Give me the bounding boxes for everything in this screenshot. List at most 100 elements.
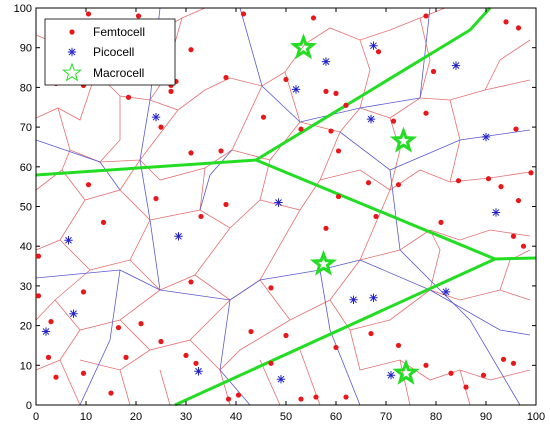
y-tick-label: 0 xyxy=(26,400,32,412)
femtocell-point xyxy=(333,344,339,351)
femtocell-point xyxy=(218,148,224,154)
legend-femtocell-dot xyxy=(69,29,75,35)
legend-label-femtocell: Femtocell xyxy=(93,25,145,39)
picocell-point xyxy=(41,327,51,336)
y-tick-label: 100 xyxy=(14,3,32,15)
femtocell-point xyxy=(240,11,247,17)
picocell-point xyxy=(194,367,203,376)
femtocell-point xyxy=(343,102,349,108)
femtocell-point xyxy=(510,360,517,366)
y-tick-label: 90 xyxy=(20,43,32,55)
picocell-point xyxy=(276,374,286,384)
picocell-point xyxy=(369,293,378,303)
y-tick-label: 70 xyxy=(20,122,32,134)
femtocell-point xyxy=(248,328,254,335)
picocell-point xyxy=(366,114,376,124)
picocell-point xyxy=(174,232,183,241)
femtocell-point xyxy=(193,360,199,366)
femtocell-point xyxy=(268,285,274,291)
x-axis: 0 10 20 30 40 50 60 70 80 90 100 xyxy=(33,8,545,423)
x-tick-label: 70 xyxy=(380,411,392,423)
femtocell-point xyxy=(438,219,444,225)
femtocell-point xyxy=(283,332,289,339)
femtocell-point xyxy=(100,219,107,225)
legend: Femtocell Picocell Macrocell xyxy=(44,18,176,86)
legend-box xyxy=(44,18,176,86)
macrocell-point xyxy=(389,126,418,153)
femtocell-point xyxy=(168,88,174,94)
picocell-point xyxy=(349,295,358,304)
legend-label-macrocell: Macrocell xyxy=(93,66,144,80)
femtocell-point xyxy=(188,150,194,156)
picocell-point xyxy=(369,41,378,50)
picocell-point xyxy=(441,287,451,297)
femtocell-point xyxy=(395,182,402,188)
femtocell-point xyxy=(115,324,122,331)
legend-macrocell-pentagram xyxy=(62,62,82,82)
picocell-point xyxy=(491,208,501,217)
femtocell-point xyxy=(423,362,429,368)
macrocell-boundaries xyxy=(35,6,537,407)
legend-marker-picocell xyxy=(67,47,77,57)
y-tick-label: 20 xyxy=(20,321,32,333)
series-picocell xyxy=(41,41,501,384)
femtocell-point xyxy=(423,13,429,19)
femtocell-point xyxy=(198,213,204,220)
picocell-point xyxy=(291,85,301,94)
x-tick-label: 80 xyxy=(430,411,442,423)
femtocell-point xyxy=(500,356,507,362)
femtocell-point xyxy=(513,126,519,132)
femtocell-point xyxy=(260,114,267,120)
femtocell-point xyxy=(135,13,142,19)
picocell-point xyxy=(274,198,283,207)
femtocell-point xyxy=(503,19,509,25)
femtocell-point xyxy=(323,225,329,231)
y-tick-label: 30 xyxy=(20,281,32,293)
femtocell-point xyxy=(223,74,229,81)
femtocell-point xyxy=(183,352,189,358)
picocell-point xyxy=(481,132,491,142)
femtocell-point xyxy=(365,180,372,186)
picocell-point xyxy=(321,57,331,66)
femtocell-point xyxy=(390,118,397,124)
femtocell-point xyxy=(225,396,232,402)
y-tick-label: 40 xyxy=(20,241,32,253)
picocell-point xyxy=(69,309,78,318)
femtocell-point xyxy=(298,396,304,402)
y-tick-label: 10 xyxy=(20,360,32,372)
femtocell-point xyxy=(343,394,349,400)
femtocell-point xyxy=(323,88,329,94)
picocell-point xyxy=(451,61,461,70)
x-tick-label: 60 xyxy=(330,411,342,423)
femtocell-point xyxy=(158,338,164,345)
femtocell-point xyxy=(298,126,304,132)
femtocell-point xyxy=(463,384,469,390)
femtocell-point xyxy=(423,110,429,116)
legend-picocell-star xyxy=(67,47,77,57)
y-tick-label: 60 xyxy=(20,162,32,174)
femtocell-boundaries xyxy=(35,7,531,406)
femtocell-point xyxy=(515,25,522,31)
picocell-point xyxy=(64,236,73,245)
femtocell-point xyxy=(335,148,342,154)
femtocell-point xyxy=(310,15,317,21)
femtocell-point xyxy=(498,184,504,190)
femtocell-point xyxy=(123,354,129,360)
femtocell-point xyxy=(485,176,492,182)
femtocell-point xyxy=(138,321,144,327)
y-tick-label: 80 xyxy=(20,82,32,94)
series-femtocell xyxy=(35,11,534,402)
macrocell-point xyxy=(392,358,420,385)
femtocell-point xyxy=(430,68,437,75)
femtocell-point xyxy=(373,213,379,220)
macrocell-point xyxy=(289,33,318,60)
femtocell-point xyxy=(368,330,374,337)
y-axis: 0 10 20 30 40 50 60 70 80 90 100 xyxy=(14,3,536,412)
femtocell-point xyxy=(85,11,92,17)
femtocell-point xyxy=(158,124,164,130)
picocell-point xyxy=(386,371,396,380)
femtocell-point xyxy=(53,374,59,380)
femtocell-point xyxy=(223,201,229,208)
legend-marker-macrocell xyxy=(62,62,82,82)
femtocell-point xyxy=(125,94,132,100)
